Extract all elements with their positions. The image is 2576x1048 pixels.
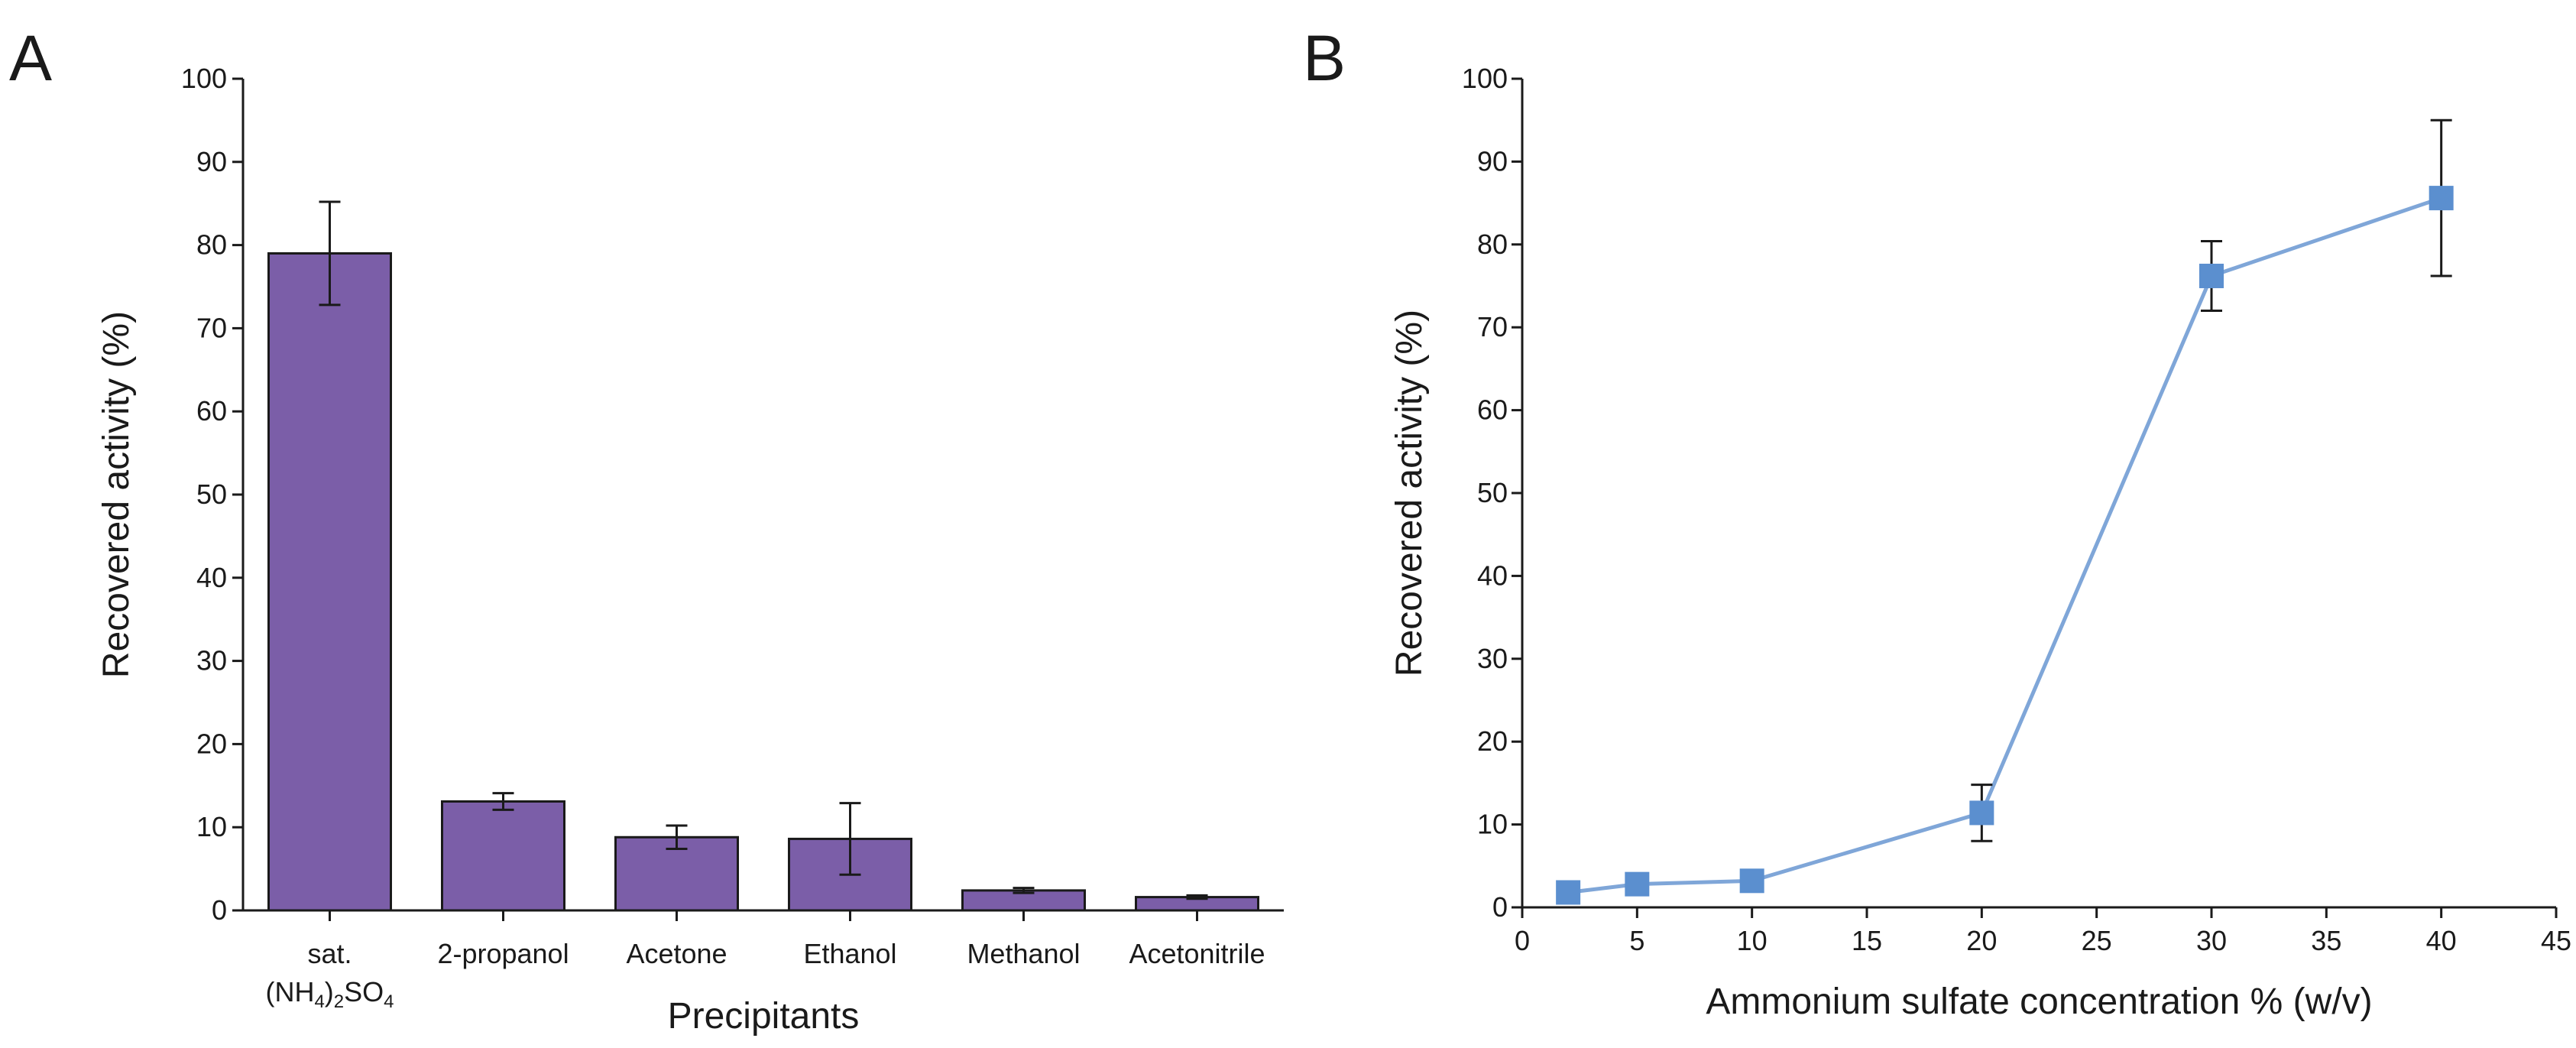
x-tick-label-formula: (NH4)2SO4	[265, 976, 394, 1012]
y-tick-label: 60	[196, 395, 227, 427]
x-tick-label: 2-propanol	[437, 938, 569, 969]
data-point-marker	[1625, 871, 1650, 897]
y-tick-label: 0	[212, 894, 227, 926]
bar	[441, 800, 565, 912]
x-tick-label: 20	[1966, 925, 1997, 956]
x-tick-label: 10	[1737, 925, 1768, 956]
data-point-marker	[2199, 263, 2224, 288]
data-point-marker	[1556, 880, 1581, 905]
x-tick-label: 30	[2196, 925, 2227, 956]
x-tick-label: Acetonitrile	[1129, 938, 1265, 969]
panel-b-letter: B	[1303, 22, 1346, 94]
y-tick-label: 10	[1477, 809, 1508, 840]
y-tick-label: 50	[1477, 477, 1508, 508]
x-tick-label: 5	[1629, 925, 1644, 956]
x-tick-label: 45	[2541, 925, 2571, 956]
bar	[267, 251, 392, 912]
y-tick-label: 50	[196, 479, 227, 510]
x-tick-label: 40	[2426, 925, 2457, 956]
data-point-marker	[1739, 868, 1764, 894]
data-point-marker	[2429, 186, 2454, 211]
y-tick-label: 30	[196, 645, 227, 676]
y-tick-label: 40	[1477, 560, 1508, 591]
y-tick-label: 100	[1462, 63, 1508, 94]
x-axis-title: Precipitants	[668, 996, 860, 1037]
y-tick-label: 20	[1477, 725, 1508, 757]
y-tick-label: 90	[1477, 145, 1508, 177]
y-axis-title: Recovered activity (%)	[1389, 310, 1430, 676]
x-tick-label: Methanol	[967, 938, 1080, 969]
y-tick-label: 70	[1477, 311, 1508, 342]
x-tick-label: 15	[1852, 925, 1882, 956]
y-tick-label: 0	[1492, 891, 1508, 923]
y-tick-label: 60	[1477, 394, 1508, 426]
y-tick-label: 90	[196, 146, 227, 177]
y-tick-label: 100	[181, 63, 227, 94]
x-tick-label: sat.	[307, 938, 352, 969]
series-line	[1567, 196, 2442, 894]
x-tick-label: 0	[1515, 925, 1530, 956]
x-tick-label: Acetone	[626, 938, 727, 969]
y-tick-label: 80	[1477, 229, 1508, 260]
panel-a-letter: A	[9, 22, 52, 94]
x-tick-label: Ethanol	[803, 938, 896, 969]
y-tick-label: 70	[196, 312, 227, 343]
y-tick-label: 80	[196, 229, 227, 261]
data-point-marker	[1969, 800, 1994, 826]
y-tick-label: 40	[196, 562, 227, 593]
y-tick-label: 30	[1477, 643, 1508, 674]
panel-a: A 0 10 20 30 40 50 60 70 80 90 100 Recovered activi…	[9, 22, 1284, 1037]
x-tick-label: 35	[2311, 925, 2341, 956]
y-axis-title: Recovered activity (%)	[96, 311, 137, 678]
y-tick-label: 20	[196, 728, 227, 759]
y-tick-label: 10	[196, 811, 227, 842]
x-tick-label: 25	[2082, 925, 2112, 956]
x-axis-title: Ammonium sulfate concentration % (w/v)	[1706, 981, 2372, 1022]
